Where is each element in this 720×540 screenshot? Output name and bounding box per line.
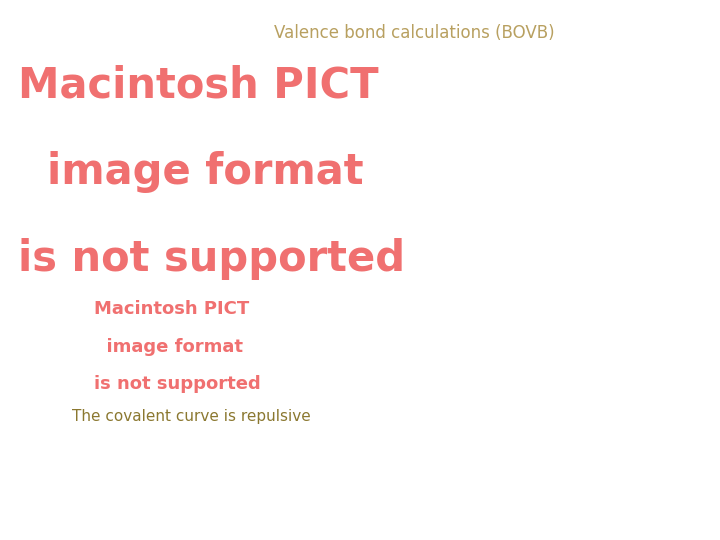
Text: The covalent curve is repulsive: The covalent curve is repulsive bbox=[72, 409, 311, 424]
Text: is not supported: is not supported bbox=[18, 238, 405, 280]
Text: image format: image format bbox=[94, 338, 243, 355]
Text: Macintosh PICT: Macintosh PICT bbox=[94, 300, 249, 318]
Text: Valence bond calculations (BOVB): Valence bond calculations (BOVB) bbox=[274, 24, 554, 42]
Text: image format: image format bbox=[18, 151, 364, 193]
Text: is not supported: is not supported bbox=[94, 375, 261, 393]
Text: Macintosh PICT: Macintosh PICT bbox=[18, 65, 379, 107]
